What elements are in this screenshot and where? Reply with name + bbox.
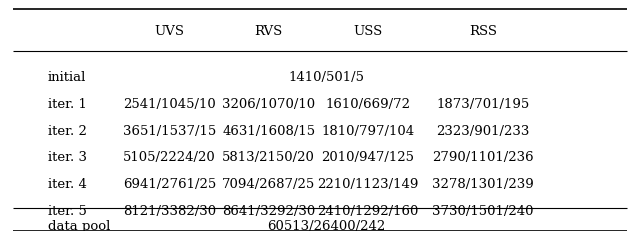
Text: 60513/26400/242: 60513/26400/242 xyxy=(268,219,385,231)
Text: 8121/3382/30: 8121/3382/30 xyxy=(123,204,216,217)
Text: 3730/1501/240: 3730/1501/240 xyxy=(433,204,534,217)
Text: 3206/1070/10: 3206/1070/10 xyxy=(222,97,316,110)
Text: 5105/2224/20: 5105/2224/20 xyxy=(124,151,216,164)
Text: 1410/501/5: 1410/501/5 xyxy=(289,71,364,84)
Text: 2323/901/233: 2323/901/233 xyxy=(436,124,530,137)
Text: 5813/2150/20: 5813/2150/20 xyxy=(222,151,316,164)
Text: 3651/1537/15: 3651/1537/15 xyxy=(123,124,216,137)
Text: data pool: data pool xyxy=(48,219,110,231)
Text: iter. 1: iter. 1 xyxy=(48,97,87,110)
Text: 4631/1608/15: 4631/1608/15 xyxy=(222,124,316,137)
Text: iter. 5: iter. 5 xyxy=(48,204,87,217)
Text: 8641/3292/30: 8641/3292/30 xyxy=(222,204,316,217)
Text: 2541/1045/10: 2541/1045/10 xyxy=(124,97,216,110)
Text: 2790/1101/236: 2790/1101/236 xyxy=(433,151,534,164)
Text: 1610/669/72: 1610/669/72 xyxy=(326,97,410,110)
Text: 7094/2687/25: 7094/2687/25 xyxy=(222,177,316,190)
Text: 2010/947/125: 2010/947/125 xyxy=(321,151,415,164)
Text: 1873/701/195: 1873/701/195 xyxy=(436,97,530,110)
Text: iter. 4: iter. 4 xyxy=(48,177,87,190)
Text: RVS: RVS xyxy=(255,25,283,38)
Text: UVS: UVS xyxy=(155,25,184,38)
Text: USS: USS xyxy=(353,25,383,38)
Text: iter. 2: iter. 2 xyxy=(48,124,87,137)
Text: 2410/1292/160: 2410/1292/160 xyxy=(317,204,419,217)
Text: 1810/797/104: 1810/797/104 xyxy=(321,124,415,137)
Text: 3278/1301/239: 3278/1301/239 xyxy=(433,177,534,190)
Text: iter. 3: iter. 3 xyxy=(48,151,87,164)
Text: 6941/2761/25: 6941/2761/25 xyxy=(123,177,216,190)
Text: initial: initial xyxy=(48,71,86,84)
Text: 2210/1123/149: 2210/1123/149 xyxy=(317,177,419,190)
Text: RSS: RSS xyxy=(469,25,497,38)
